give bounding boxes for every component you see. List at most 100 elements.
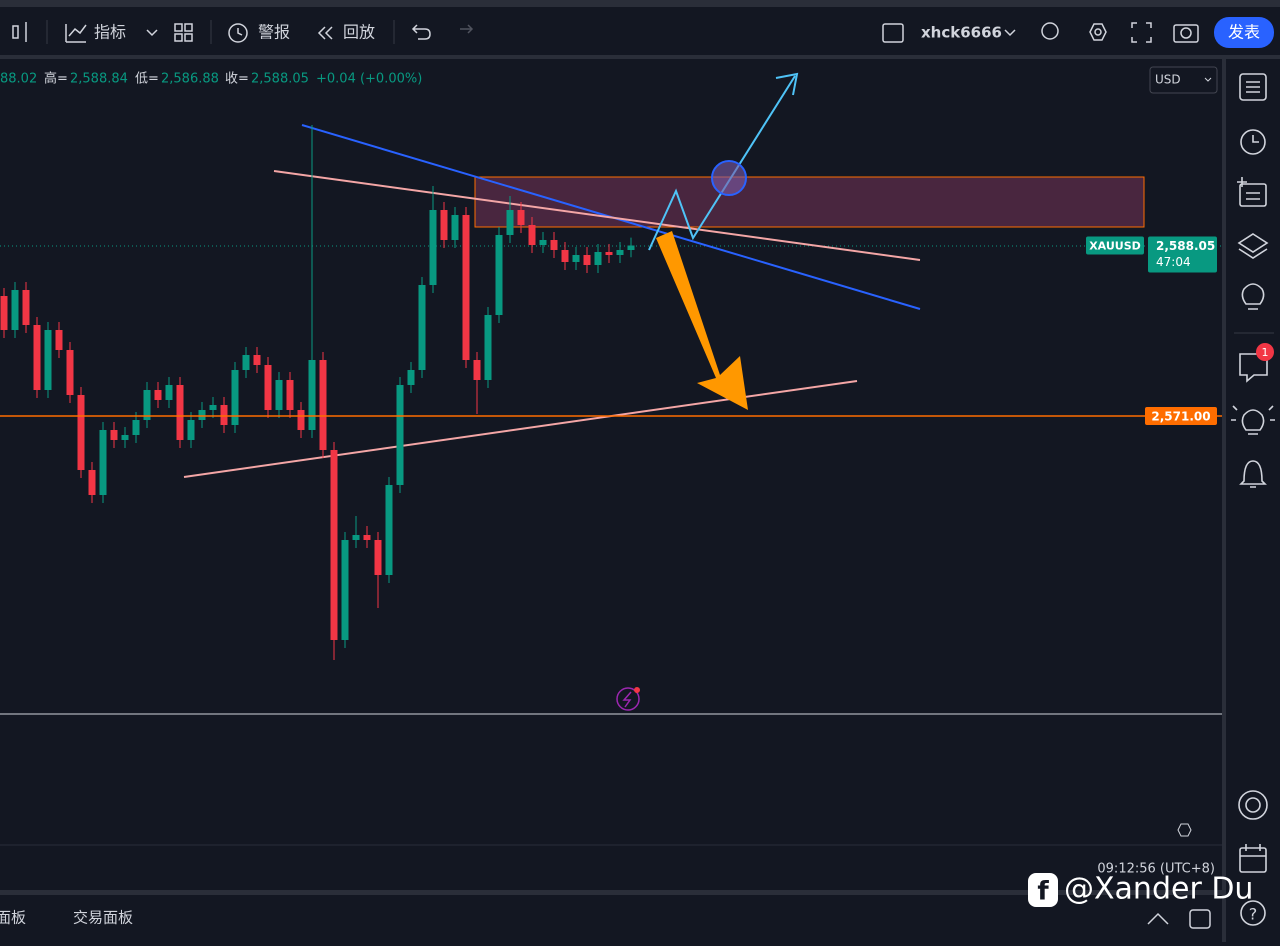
news-icon[interactable] bbox=[1239, 183, 1267, 207]
publish-label[interactable]: 发表 bbox=[1228, 23, 1260, 42]
calendar-lines bbox=[1240, 844, 1266, 857]
candle-body bbox=[363, 535, 371, 540]
candle-body bbox=[407, 370, 415, 385]
candle-body bbox=[165, 385, 173, 400]
candle-body bbox=[22, 290, 30, 325]
trend-line bbox=[273, 170, 921, 261]
redo-icon[interactable] bbox=[460, 24, 474, 34]
legend-low: 2,586.88 bbox=[161, 72, 219, 87]
watermark-logo-f: f bbox=[1037, 877, 1049, 907]
bottom-tab[interactable]: 交易面板 bbox=[73, 909, 133, 927]
dropdown-icon[interactable] bbox=[146, 29, 158, 37]
watchlist-icon[interactable] bbox=[1239, 73, 1267, 101]
candle-body bbox=[572, 255, 580, 262]
candle-body bbox=[440, 210, 448, 240]
maximize-icon[interactable] bbox=[1189, 909, 1211, 929]
idea-stream-icon[interactable] bbox=[1231, 405, 1275, 435]
candle-body bbox=[352, 535, 360, 540]
currency-caret bbox=[1204, 77, 1212, 82]
user-name[interactable]: xhck6666 bbox=[921, 24, 1002, 42]
candle-body bbox=[308, 360, 316, 430]
legend-close: 2,588.05 bbox=[251, 72, 309, 87]
watermark: @Xander Du bbox=[1064, 872, 1253, 907]
candle-body bbox=[396, 385, 404, 485]
candle-body bbox=[275, 380, 283, 410]
alert-icon[interactable] bbox=[228, 23, 248, 43]
replay-icon[interactable] bbox=[317, 26, 333, 40]
candle-body bbox=[77, 395, 85, 470]
candle-body bbox=[594, 252, 602, 265]
indicators-button[interactable]: 指标 bbox=[94, 23, 126, 42]
candle-body bbox=[231, 370, 239, 425]
candle-body bbox=[484, 315, 492, 380]
candle-body bbox=[605, 252, 613, 255]
currency-select[interactable] bbox=[1149, 66, 1218, 94]
candle-body bbox=[528, 225, 536, 245]
notifications-icon[interactable] bbox=[1239, 460, 1267, 488]
arrow-head bbox=[775, 72, 799, 96]
target-icon-inner bbox=[1245, 797, 1261, 813]
indicator-icon[interactable] bbox=[65, 24, 87, 43]
candle-body bbox=[11, 290, 19, 330]
legend-change: +0.04 (+0.00%) bbox=[316, 72, 422, 87]
candle-body bbox=[627, 245, 635, 250]
candle-body bbox=[385, 485, 393, 575]
candle-body bbox=[33, 325, 41, 390]
settings-icon[interactable] bbox=[1089, 23, 1107, 41]
candle-body bbox=[297, 410, 305, 430]
layout-icon bbox=[184, 23, 193, 32]
replay-button[interactable]: 回放 bbox=[343, 23, 375, 42]
alerts-hand bbox=[1252, 135, 1259, 143]
symbol-tag bbox=[1086, 236, 1144, 255]
candle-body bbox=[462, 215, 470, 360]
collapse-icon[interactable] bbox=[1147, 912, 1169, 925]
alert-icon-hand bbox=[237, 28, 243, 36]
bottom-border bbox=[0, 890, 1224, 895]
event-icon[interactable] bbox=[616, 687, 640, 711]
candle-body bbox=[539, 240, 547, 245]
camera-icon[interactable] bbox=[1173, 24, 1199, 43]
settings-icon-center bbox=[1094, 28, 1102, 36]
candle-body bbox=[517, 210, 525, 225]
candle-body bbox=[143, 390, 151, 420]
target-icon[interactable] bbox=[1238, 790, 1268, 820]
candle-body bbox=[264, 365, 272, 410]
undo-icon[interactable] bbox=[411, 24, 431, 40]
layers-icon[interactable] bbox=[1237, 233, 1269, 259]
snapshot-icon[interactable] bbox=[1041, 22, 1059, 40]
target-circle bbox=[711, 160, 747, 196]
legend-open: 88.02 bbox=[0, 72, 37, 87]
alerts-icon[interactable] bbox=[1240, 129, 1266, 155]
pane-settings[interactable] bbox=[1177, 823, 1192, 837]
ideas-icon[interactable] bbox=[1241, 283, 1265, 310]
sidebar-icons bbox=[1231, 73, 1275, 926]
current-price-label: 2,588.05 bbox=[1156, 239, 1215, 253]
candle-body bbox=[473, 360, 481, 380]
alert-button[interactable]: 警报 bbox=[258, 23, 290, 42]
fullscreen-icon[interactable] bbox=[1131, 22, 1152, 43]
help-icon[interactable] bbox=[1240, 900, 1266, 926]
candle-icon[interactable] bbox=[12, 25, 19, 39]
layout-icon bbox=[174, 33, 183, 42]
candle-body bbox=[55, 330, 63, 350]
candle-body bbox=[616, 250, 624, 255]
bottom-tab[interactable]: 面板 bbox=[0, 909, 26, 927]
candle-body bbox=[209, 405, 217, 410]
candle-body bbox=[220, 405, 228, 425]
currency-label[interactable]: USD bbox=[1155, 73, 1181, 87]
current-price-tag bbox=[1148, 236, 1217, 273]
layout-icon[interactable] bbox=[174, 23, 183, 32]
candle-body bbox=[66, 350, 74, 395]
publish-button[interactable] bbox=[1214, 17, 1274, 48]
fullscreen-box-icon[interactable] bbox=[882, 23, 904, 43]
dropdown-icon[interactable] bbox=[1004, 29, 1016, 37]
calendar-icon[interactable] bbox=[1239, 847, 1267, 873]
help-mark: ? bbox=[1249, 905, 1258, 924]
badge bbox=[1256, 343, 1274, 361]
candle-body bbox=[253, 355, 261, 365]
candle-body bbox=[319, 360, 327, 450]
candle-body bbox=[418, 285, 426, 370]
news-lines bbox=[1237, 177, 1260, 200]
candle-body bbox=[561, 250, 569, 262]
